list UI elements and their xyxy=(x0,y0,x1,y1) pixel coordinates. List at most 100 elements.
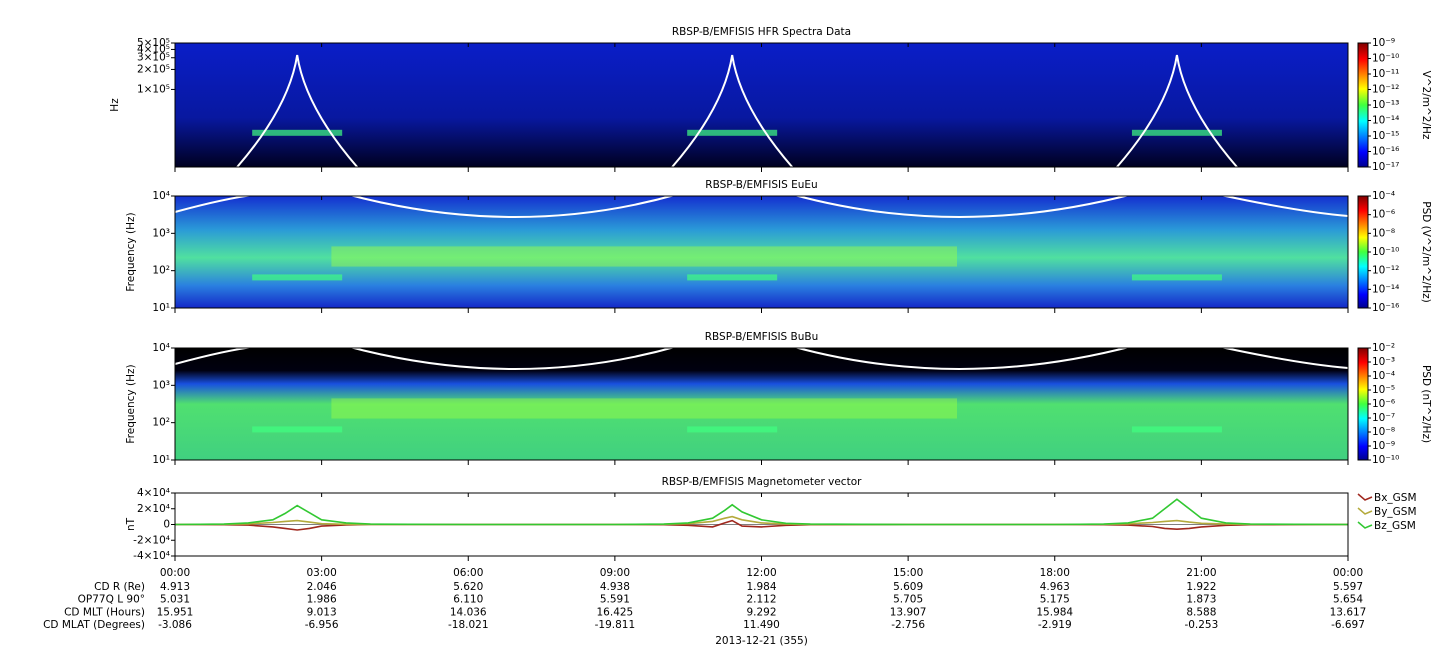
ephemeris-value: 9.013 xyxy=(307,606,337,618)
ephemeris-label: CD R (Re) xyxy=(94,581,145,593)
y-axis-label: Hz xyxy=(109,98,121,112)
y-tick-label: 10¹ xyxy=(152,302,170,314)
y-tick-label: 2×10⁵ xyxy=(137,63,170,75)
ephemeris-value: 1.922 xyxy=(1186,581,1216,593)
y-tick-label: -2×10⁴ xyxy=(133,534,170,546)
series-line xyxy=(174,515,1349,526)
x-tick-label: 21:00 xyxy=(1186,567,1216,579)
ephemeris-value: 11.490 xyxy=(743,619,780,631)
colorbar-label: PSD (nT^2/Hz) xyxy=(1420,365,1432,443)
ephemeris-value: -18.021 xyxy=(448,619,489,631)
emission-band xyxy=(252,274,343,281)
ephemeris-value: 1.984 xyxy=(746,581,776,593)
y-axis-label: Frequency (Hz) xyxy=(125,364,137,443)
series-line xyxy=(174,519,1349,531)
x-tick-label: 06:00 xyxy=(453,567,483,579)
plasma-line xyxy=(671,54,793,168)
y-tick-label: 10¹ xyxy=(152,454,170,466)
ephemeris-value: 5.620 xyxy=(453,581,483,593)
legend-swatch xyxy=(1357,521,1373,529)
y-tick-label: 4×10⁵ xyxy=(137,43,170,55)
colorbar-tick-label: 10⁻¹⁰ xyxy=(1372,246,1399,258)
ephemeris-value: -6.956 xyxy=(305,619,339,631)
panel-title: RBSP-B/EMFISIS EuEu xyxy=(705,179,817,191)
y-tick-label: 4×10⁴ xyxy=(137,487,170,499)
emission-band xyxy=(687,274,778,281)
plasma-line xyxy=(1116,54,1238,168)
ephemeris-value: 5.597 xyxy=(1333,581,1363,593)
colorbar-tick-label: 10⁻¹⁵ xyxy=(1372,130,1399,142)
colorbar-tick-label: 10⁻⁴ xyxy=(1372,190,1395,202)
y-axis-label: Frequency (Hz) xyxy=(125,212,137,291)
legend-swatch xyxy=(1357,507,1373,515)
colorbar-tick-label: 10⁻¹³ xyxy=(1372,99,1399,111)
colorbar-tick-label: 10⁻¹⁴ xyxy=(1372,115,1399,127)
spectrogram-features xyxy=(236,54,1238,168)
spectrogram-image xyxy=(175,348,1348,460)
colorbar-tick-label: 10⁻¹⁶ xyxy=(1372,146,1399,158)
series-line xyxy=(174,498,1349,526)
y-tick-label: 3×10⁵ xyxy=(137,52,170,64)
x-tick-label: 03:00 xyxy=(306,567,336,579)
y-tick-label: 2×10⁴ xyxy=(137,503,170,515)
date-label: 2013-12-21 (355) xyxy=(715,635,808,647)
ephemeris-value: 2.046 xyxy=(307,581,337,593)
ephemeris-value: 13.617 xyxy=(1330,606,1367,618)
chorus-band xyxy=(331,246,957,267)
colorbar-tick-label: 10⁻¹⁰ xyxy=(1372,53,1399,65)
ephemeris-label: CD MLAT (Degrees) xyxy=(43,619,145,631)
colorbar-tick-label: 10⁻⁴ xyxy=(1372,370,1395,382)
x-tick-label: 00:00 xyxy=(1333,567,1363,579)
colorbar xyxy=(1357,195,1369,309)
ephemeris-value: 14.036 xyxy=(450,606,487,618)
legend-label: By_GSM xyxy=(1374,506,1417,518)
ephemeris-value: 6.110 xyxy=(453,594,483,606)
y-tick-label: 1×10⁵ xyxy=(137,83,170,95)
panel-title: RBSP-B/EMFISIS HFR Spectra Data xyxy=(672,26,851,38)
ephemeris-value: 2.112 xyxy=(746,594,776,606)
y-tick-label: -4×10⁴ xyxy=(133,550,170,562)
colorbar-tick-label: 10⁻³ xyxy=(1372,356,1395,368)
colorbar xyxy=(1357,347,1369,461)
y-axis-label: nT xyxy=(125,517,137,531)
emission-band xyxy=(1131,426,1222,433)
y-tick-label: 10² xyxy=(152,265,170,277)
ephemeris-value: 9.292 xyxy=(746,606,776,618)
ephemeris-value: 5.705 xyxy=(893,594,923,606)
x-tick-label: 18:00 xyxy=(1040,567,1070,579)
x-tick-label: 00:00 xyxy=(160,567,190,579)
ephemeris-value: 15.951 xyxy=(157,606,194,618)
legend-label: Bx_GSM xyxy=(1374,492,1417,504)
colorbar-tick-label: 10⁻² xyxy=(1372,342,1395,354)
colorbar-label: V^2/m^2/Hz xyxy=(1420,71,1432,140)
plasma-line xyxy=(174,193,1349,218)
ephemeris-value: 4.938 xyxy=(600,581,630,593)
ephemeris-value: -19.811 xyxy=(595,619,636,631)
emission-band xyxy=(252,426,343,433)
y-tick-label: 10³ xyxy=(152,379,170,391)
ephemeris-value: 16.425 xyxy=(597,606,634,618)
colorbar-tick-label: 10⁻¹¹ xyxy=(1372,68,1399,80)
colorbar-tick-label: 10⁻⁶ xyxy=(1372,398,1395,410)
colorbar-tick-label: 10⁻¹⁴ xyxy=(1372,283,1399,295)
ephemeris-value: -3.086 xyxy=(158,619,192,631)
chorus-band xyxy=(331,398,957,419)
ephemeris-value: 4.913 xyxy=(160,581,190,593)
colorbar-tick-label: 10⁻⁹ xyxy=(1372,440,1395,452)
ephemeris-value: 1.986 xyxy=(307,594,337,606)
ephemeris-value: -2.756 xyxy=(891,619,925,631)
y-tick-label: 0 xyxy=(163,519,170,531)
colorbar-tick-label: 10⁻¹² xyxy=(1372,265,1399,277)
ephemeris-value: 4.963 xyxy=(1040,581,1070,593)
y-tick-label: 5×10⁵ xyxy=(137,37,170,49)
colorbar xyxy=(1357,42,1369,168)
ephemeris-value: 5.609 xyxy=(893,581,923,593)
ephemeris-value: 13.907 xyxy=(890,606,927,618)
ephemeris-value: 15.984 xyxy=(1036,606,1073,618)
ephemeris-value: -0.253 xyxy=(1184,619,1218,631)
colorbar-tick-label: 10⁻⁶ xyxy=(1372,209,1395,221)
colorbar-tick-label: 10⁻⁸ xyxy=(1372,426,1395,438)
colorbar-label: PSD (V^2/m^2/Hz) xyxy=(1420,201,1432,302)
ephemeris-value: -2.919 xyxy=(1038,619,1072,631)
